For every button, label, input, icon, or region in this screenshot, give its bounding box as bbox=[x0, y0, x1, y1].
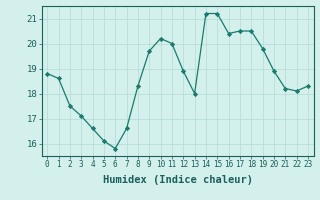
X-axis label: Humidex (Indice chaleur): Humidex (Indice chaleur) bbox=[103, 175, 252, 185]
